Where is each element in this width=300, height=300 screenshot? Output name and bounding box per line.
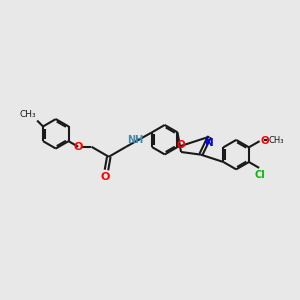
Text: N: N: [205, 138, 214, 148]
Text: O: O: [101, 172, 110, 182]
Text: O: O: [260, 136, 269, 146]
Text: NH: NH: [127, 135, 143, 145]
Text: O: O: [177, 140, 185, 150]
Text: Cl: Cl: [254, 170, 265, 180]
Text: CH₃: CH₃: [268, 136, 284, 145]
Text: CH₃: CH₃: [19, 110, 36, 119]
Text: O: O: [74, 142, 83, 152]
